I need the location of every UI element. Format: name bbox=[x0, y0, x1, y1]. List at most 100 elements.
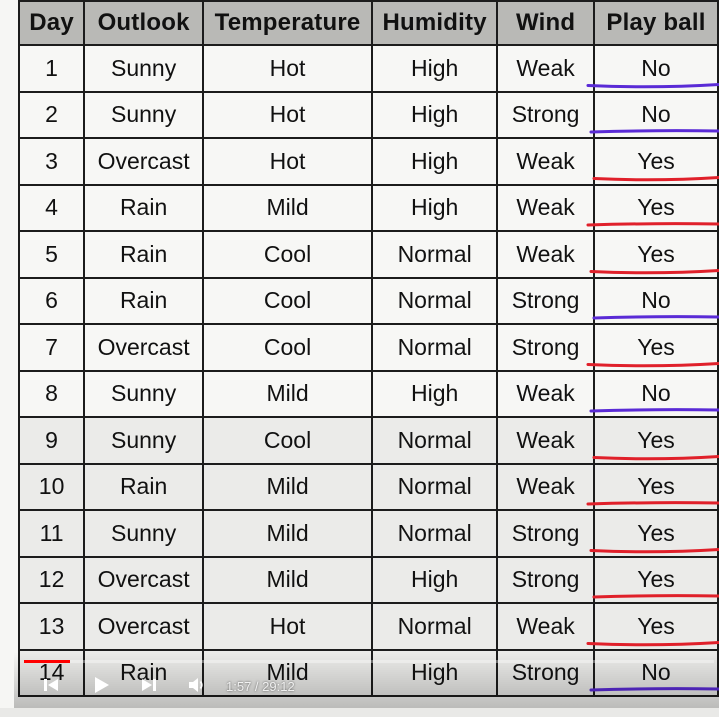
cell-wind: Weak bbox=[496, 230, 595, 279]
cell-wind: Weak bbox=[496, 44, 595, 93]
play-icon bbox=[90, 674, 112, 701]
cell-outlook: Sunny bbox=[83, 416, 205, 465]
cell-outlook: Rain bbox=[83, 183, 205, 232]
cell-wind: Weak bbox=[496, 183, 595, 232]
cell-outlook: Rain bbox=[83, 276, 205, 325]
cell-temperature: Mild bbox=[202, 462, 374, 511]
cell-temperature: Mild bbox=[202, 183, 374, 232]
cell-temperature: Mild bbox=[202, 509, 374, 558]
cell-play-ball: Yes bbox=[592, 509, 719, 558]
cell-humidity: Normal bbox=[371, 323, 499, 372]
table-row: 14RainMildHighStrongNo bbox=[17, 648, 719, 697]
cell-temperature: Mild bbox=[202, 369, 374, 418]
cell-play-ball: No bbox=[592, 44, 719, 93]
progress-played bbox=[24, 660, 71, 663]
column-header-outlook: Outlook bbox=[83, 0, 205, 46]
cell-day: 6 bbox=[17, 276, 86, 325]
cell-play-ball: No bbox=[592, 90, 719, 139]
cell-humidity: Normal bbox=[371, 276, 499, 325]
cell-wind: Strong bbox=[496, 90, 595, 139]
cell-outlook: Sunny bbox=[83, 44, 205, 93]
skip-next-button[interactable] bbox=[136, 674, 162, 700]
cell-play-ball: No bbox=[592, 369, 719, 418]
cell-humidity: High bbox=[371, 137, 499, 186]
column-header-humidity: Humidity bbox=[371, 0, 499, 46]
cell-play-ball: Yes bbox=[592, 555, 719, 604]
table-row: 11 Sunny Mild Normal Strong Yes bbox=[17, 509, 719, 558]
volume-button[interactable] bbox=[184, 674, 210, 700]
cell-outlook: Overcast bbox=[83, 137, 205, 186]
table-row: 5 Rain Cool Normal Weak Yes bbox=[17, 230, 719, 279]
cell-humidity: Normal bbox=[371, 602, 499, 651]
cell-play-ball: Yes bbox=[592, 416, 719, 465]
cell-humidity: High bbox=[371, 369, 499, 418]
cell-wind: Weak bbox=[496, 369, 595, 418]
cell-temperature: Cool bbox=[202, 230, 374, 279]
table-header-row: Day Outlook Temperature Humidity Wind Pl… bbox=[17, 0, 719, 46]
cell-play-ball: Yes bbox=[592, 462, 719, 511]
table-row: 4 Rain Mild High Weak Yes bbox=[17, 183, 719, 232]
table-row: 3 Overcast Hot High Weak Yes bbox=[17, 137, 719, 186]
cell-day: 3 bbox=[17, 137, 86, 186]
cell-humidity: High bbox=[371, 648, 499, 697]
column-header-temperature: Temperature bbox=[202, 0, 374, 46]
cell-wind: Weak bbox=[496, 602, 595, 651]
cell-temperature: Mild bbox=[202, 648, 374, 697]
cell-play-ball: Yes bbox=[592, 137, 719, 186]
play-button[interactable] bbox=[88, 674, 114, 700]
cell-day: 7 bbox=[17, 323, 86, 372]
cell-outlook: Sunny bbox=[83, 90, 205, 139]
cell-play-ball: Yes bbox=[592, 602, 719, 651]
cell-outlook: Overcast bbox=[83, 323, 205, 372]
cell-wind: Weak bbox=[496, 137, 595, 186]
table-row: 9 Sunny Cool Normal Weak Yes bbox=[17, 416, 719, 465]
cell-day: 12 bbox=[17, 555, 86, 604]
volume-icon bbox=[186, 674, 208, 701]
skip-previous-icon bbox=[41, 675, 61, 700]
progress-bar[interactable] bbox=[24, 660, 714, 663]
cell-outlook: Sunny bbox=[83, 369, 205, 418]
cell-outlook: Overcast bbox=[83, 555, 205, 604]
cell-wind: Strong bbox=[496, 648, 595, 697]
cell-wind: Strong bbox=[496, 276, 595, 325]
cell-humidity: Normal bbox=[371, 509, 499, 558]
cell-humidity: High bbox=[371, 44, 499, 93]
table-row: 12 Overcast Mild High Strong Yes bbox=[17, 555, 719, 604]
table-row: 6 Rain Cool Normal Strong No bbox=[17, 276, 719, 325]
cell-day: 11 bbox=[17, 509, 86, 558]
cell-outlook: Rain bbox=[83, 462, 205, 511]
cell-wind: Weak bbox=[496, 462, 595, 511]
cell-temperature: Hot bbox=[202, 44, 374, 93]
cell-temperature: Hot bbox=[202, 602, 374, 651]
play-ball-table: Day Outlook Temperature Humidity Wind Pl… bbox=[17, 0, 719, 697]
cell-day: 2 bbox=[17, 90, 86, 139]
cell-day: 4 bbox=[17, 183, 86, 232]
table-row: 1 Sunny Hot High Weak No bbox=[17, 44, 719, 93]
cell-wind: Strong bbox=[496, 323, 595, 372]
cell-day: 10 bbox=[17, 462, 86, 511]
column-header-day: Day bbox=[17, 0, 86, 46]
cell-outlook: Rain bbox=[83, 230, 205, 279]
cell-day: 9 bbox=[17, 416, 86, 465]
skip-previous-button[interactable] bbox=[38, 674, 64, 700]
cell-temperature: Hot bbox=[202, 137, 374, 186]
cell-outlook: Overcast bbox=[83, 602, 205, 651]
cell-temperature: Cool bbox=[202, 323, 374, 372]
cell-play-ball: Yes bbox=[592, 230, 719, 279]
table-row: 7 Overcast Cool Normal Strong Yes bbox=[17, 323, 719, 372]
cell-humidity: Normal bbox=[371, 416, 499, 465]
table-row: 2 Sunny Hot High Strong No bbox=[17, 90, 719, 139]
video-player-controls: 1:57 / 29:12 bbox=[14, 652, 719, 717]
cell-humidity: High bbox=[371, 555, 499, 604]
table-row: 10 Rain Mild Normal Weak Yes bbox=[17, 462, 719, 511]
column-header-wind: Wind bbox=[496, 0, 595, 46]
cell-wind: Strong bbox=[496, 555, 595, 604]
cell-temperature: Cool bbox=[202, 416, 374, 465]
cell-day: 5 bbox=[17, 230, 86, 279]
bottom-edge bbox=[0, 708, 719, 717]
cell-play-ball: Yes bbox=[592, 183, 719, 232]
cell-temperature: Mild bbox=[202, 555, 374, 604]
column-header-play-ball: Play ball bbox=[592, 0, 719, 46]
cell-temperature: Hot bbox=[202, 90, 374, 139]
